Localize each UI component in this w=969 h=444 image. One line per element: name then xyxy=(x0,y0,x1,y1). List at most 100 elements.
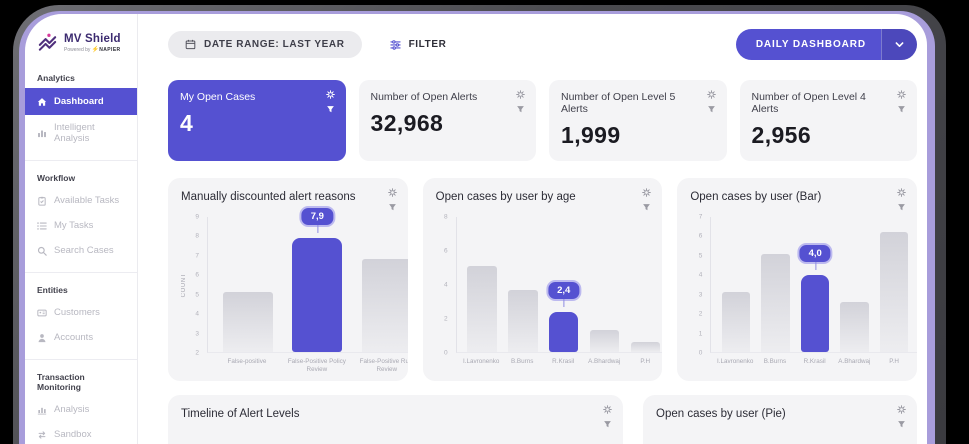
funnel-icon[interactable] xyxy=(603,420,612,429)
x-axis-labels: False-positive False-Positive Policy Revi… xyxy=(207,353,408,374)
chart-plot: COUNT 2 3 4 5 6 7 8 9 7,9 False-positive False-Posi… xyxy=(181,206,408,374)
card-actions xyxy=(897,405,906,429)
card-actions xyxy=(897,188,906,212)
bar-value-tooltip: 4,0 xyxy=(797,242,833,270)
bar-r-krasil[interactable] xyxy=(549,311,579,352)
dashboard-selector[interactable]: DAILY DASHBOARD xyxy=(735,28,917,60)
gear-icon[interactable] xyxy=(897,90,906,99)
sidebar-item-analysis[interactable]: Analysis xyxy=(25,397,137,422)
date-range-button[interactable]: DATE RANGE: LAST YEAR xyxy=(168,30,362,58)
bar-column: 7,9 xyxy=(283,206,353,352)
sidebar-item-customers[interactable]: Customers xyxy=(25,300,137,325)
gear-icon[interactable] xyxy=(897,188,906,197)
bar-i-lavronenko[interactable] xyxy=(467,265,497,352)
sidebar-item-accounts[interactable]: Accounts xyxy=(25,325,137,350)
kpi-card-number-of-open-level-5-alerts[interactable]: Number of Open Level 5 Alerts 1,999 xyxy=(549,80,727,161)
y-tick: 9 xyxy=(195,213,199,221)
sidebar-item-label: Available Tasks xyxy=(54,195,120,206)
bar-a-bhardwaj[interactable] xyxy=(840,301,869,352)
y-tick: 5 xyxy=(698,252,703,260)
sidebar-item-my-tasks[interactable]: My Tasks xyxy=(25,213,137,238)
y-tick: 4 xyxy=(195,310,199,318)
calendar-icon xyxy=(185,39,196,50)
kpi-value: 1,999 xyxy=(561,122,621,148)
sidebar-item-available-tasks[interactable]: Available Tasks xyxy=(25,188,137,213)
x-tick-a-bhardwaj: A.Bhardwaj xyxy=(588,358,621,365)
gear-icon[interactable] xyxy=(706,90,716,99)
bar-i-lavronenko[interactable] xyxy=(721,292,751,352)
funnel-icon[interactable] xyxy=(897,105,906,114)
bar-a-bhardwaj[interactable] xyxy=(589,330,620,352)
y-axis: 0 2 4 6 8 xyxy=(436,214,453,357)
kpi-card-number-of-open-level-4-alerts[interactable]: Number of Open Level 4 Alerts 2,956 xyxy=(739,80,917,161)
y-tick: 6 xyxy=(195,271,199,279)
sidebar-section-workflow: Workflow xyxy=(37,173,76,183)
sidebar-item-intelligent-analysis[interactable]: Intelligent Analysis xyxy=(25,115,137,151)
chart-card-manually-discounted-alert-reasons[interactable]: Manually discounted alert reasons COUNT 2 3… xyxy=(168,178,408,381)
x-tick-i-lavronenko: I.Lavronenko xyxy=(462,358,500,365)
bar-p-h[interactable] xyxy=(630,341,661,352)
person-icon xyxy=(37,333,47,343)
funnel-icon[interactable] xyxy=(326,105,335,114)
x-tick-r-krasil: R.Krasil xyxy=(803,358,826,365)
kpi-card-my-open-cases[interactable]: My Open Cases 4 xyxy=(168,80,346,161)
funnel-icon[interactable] xyxy=(516,105,525,114)
funnel-icon[interactable] xyxy=(388,203,397,212)
kpi-title: My Open Cases xyxy=(180,91,256,103)
gear-icon[interactable] xyxy=(603,405,612,414)
funnel-icon[interactable] xyxy=(897,420,906,429)
funnel-icon[interactable] xyxy=(642,203,651,212)
sidebar-item-search-cases[interactable]: Search Cases xyxy=(25,238,137,263)
bar-p-h[interactable] xyxy=(880,232,909,352)
y-tick: 6 xyxy=(698,232,703,240)
gear-icon[interactable] xyxy=(897,405,906,414)
chart-title: Timeline of Alert Levels xyxy=(181,408,300,420)
analysis-icon xyxy=(37,405,47,415)
funnel-icon[interactable] xyxy=(897,203,906,212)
sidebar-item-sandbox[interactable]: Sandbox xyxy=(25,422,137,444)
gear-icon[interactable] xyxy=(642,188,652,197)
bar-value-tooltip: 2,4 xyxy=(546,279,582,307)
kpi-card-number-of-open-alerts[interactable]: Number of Open Alerts 32,968 xyxy=(358,80,536,161)
bar-column xyxy=(625,217,662,352)
y-tick: 2 xyxy=(698,310,703,318)
bars-area: 2,4 xyxy=(455,217,663,353)
kpi-value: 32,968 xyxy=(370,110,444,136)
kpi-title: Number of Open Level 4 Alerts xyxy=(751,91,866,115)
card-actions xyxy=(516,90,525,114)
bar-false-positive-policy-review[interactable] xyxy=(292,238,343,352)
y-tick: 1 xyxy=(698,330,703,338)
bar-b-burns[interactable] xyxy=(761,253,790,352)
gear-icon[interactable] xyxy=(387,188,397,197)
funnel-icon[interactable] xyxy=(707,105,716,114)
sidebar-item-label: My Tasks xyxy=(54,220,94,231)
y-tick: 8 xyxy=(195,232,199,240)
filter-button[interactable]: FILTER xyxy=(389,38,447,50)
y-axis: 0 1 2 3 4 5 6 7 xyxy=(690,214,707,357)
x-tick-false-positive-rule-review: False-Positive Rule Review xyxy=(359,358,408,374)
y-tick: 7 xyxy=(195,252,199,260)
kpi-value: 2,956 xyxy=(751,122,812,148)
bar-column xyxy=(502,217,543,352)
card-actions xyxy=(897,90,906,114)
bar-false-positive[interactable] xyxy=(222,292,273,352)
gear-icon[interactable] xyxy=(516,90,525,99)
sidebar-item-dashboard[interactable]: Dashboard xyxy=(25,88,137,115)
chevron-down-icon[interactable] xyxy=(881,28,917,60)
chart-card-open-cases-by-user-pie[interactable]: Open cases by user (Pie) xyxy=(643,395,917,444)
bar-b-burns[interactable] xyxy=(508,289,538,352)
bar-false-positive-rule-review[interactable] xyxy=(361,259,408,352)
gear-icon[interactable] xyxy=(325,90,335,99)
chart-title: Open cases by user (Bar) xyxy=(690,191,822,203)
bar-r-krasil[interactable] xyxy=(800,274,830,352)
device-frame-edge: MV Shield Powered by ⚡NAPIER Analytics Da… xyxy=(19,11,935,444)
app-title: MV Shield xyxy=(64,32,121,45)
filter-label: FILTER xyxy=(408,38,447,50)
chart-card-timeline-of-alert-levels[interactable]: Timeline of Alert Levels xyxy=(168,395,624,444)
chart-card-open-cases-by-user-bar[interactable]: Open cases by user (Bar) 0 1 2 3 4 5 6 7 4,0 I.Lav… xyxy=(677,178,918,381)
sidebar-item-label: Analysis xyxy=(54,404,90,415)
bars-area: 7,9 xyxy=(207,206,408,353)
chart-card-open-cases-by-user-by-age[interactable]: Open cases by user by age 0 2 4 6 8 2,4 I.Lavro… xyxy=(422,178,663,381)
home-icon xyxy=(37,97,47,107)
y-tick: 2 xyxy=(444,315,448,323)
